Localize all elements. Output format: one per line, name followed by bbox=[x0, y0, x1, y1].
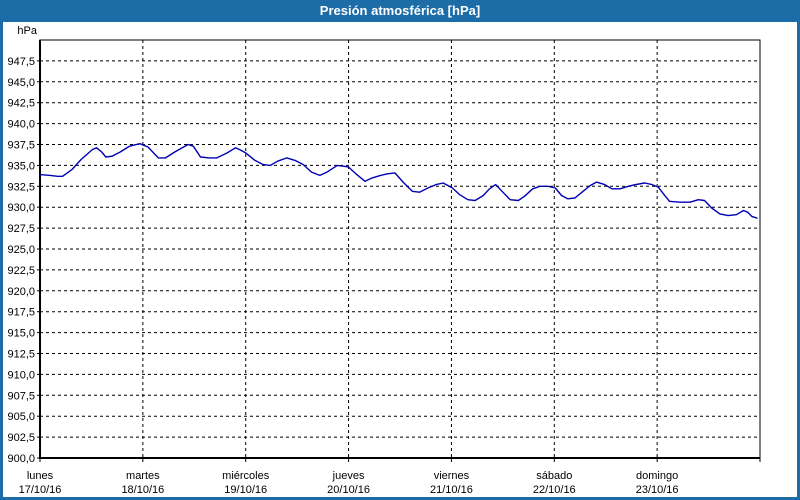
y-axis-unit-label: hPa bbox=[17, 25, 37, 37]
y-tick-label: 917,5 bbox=[7, 307, 35, 319]
y-tick-label: 932,5 bbox=[7, 181, 35, 193]
y-tick-label: 942,5 bbox=[7, 98, 35, 110]
x-day-date: 18/10/16 bbox=[121, 484, 164, 496]
y-tick-label: 912,5 bbox=[7, 349, 35, 361]
y-tick-label: 902,5 bbox=[7, 432, 35, 444]
y-tick-label: 907,5 bbox=[7, 390, 35, 402]
window-title: Presión atmosférica [hPa] bbox=[319, 3, 481, 18]
x-day-name: domingo bbox=[636, 470, 678, 482]
x-day-name: lunes bbox=[27, 470, 54, 482]
chart-panel: 947,5 945,0 942,5 940,0 937,5 935,0 932,5 930,0… bbox=[3, 22, 797, 497]
x-day-name: sábado bbox=[536, 470, 572, 482]
x-day-date: 21/10/16 bbox=[430, 484, 473, 496]
y-tick-label: 930,0 bbox=[7, 202, 35, 214]
x-day-name: viernes bbox=[434, 470, 470, 482]
y-tick-label: 940,0 bbox=[7, 119, 35, 131]
y-tick-label: 945,0 bbox=[7, 77, 35, 89]
y-tick-label: 947,5 bbox=[7, 56, 35, 68]
y-tick-label: 920,0 bbox=[7, 286, 35, 298]
x-day-date: 22/10/16 bbox=[533, 484, 576, 496]
x-day-name: miércoles bbox=[222, 470, 270, 482]
pressure-chart: 947,5 945,0 942,5 940,0 937,5 935,0 932,5 930,0… bbox=[7, 25, 761, 496]
y-tick-label: 937,5 bbox=[7, 140, 35, 152]
y-tick-label: 922,5 bbox=[7, 265, 35, 277]
y-tick-label: 915,0 bbox=[7, 328, 35, 340]
y-tick-label: 927,5 bbox=[7, 223, 35, 235]
x-day-date: 19/10/16 bbox=[224, 484, 267, 496]
y-tick-label: 905,0 bbox=[7, 411, 35, 423]
pressure-line bbox=[39, 142, 758, 219]
y-tick-label: 910,0 bbox=[7, 369, 35, 381]
x-day-date: 17/10/16 bbox=[19, 484, 62, 496]
y-tick-label: 925,0 bbox=[7, 244, 35, 256]
y-tick-label: 900,0 bbox=[7, 453, 35, 465]
x-day-date: 20/10/16 bbox=[327, 484, 370, 496]
title-bar: Presión atmosférica [hPa] bbox=[0, 0, 800, 22]
y-tick-label: 935,0 bbox=[7, 160, 35, 172]
x-day-date: 23/10/16 bbox=[636, 484, 679, 496]
x-day-name: jueves bbox=[332, 470, 365, 482]
x-day-name: martes bbox=[126, 470, 160, 482]
